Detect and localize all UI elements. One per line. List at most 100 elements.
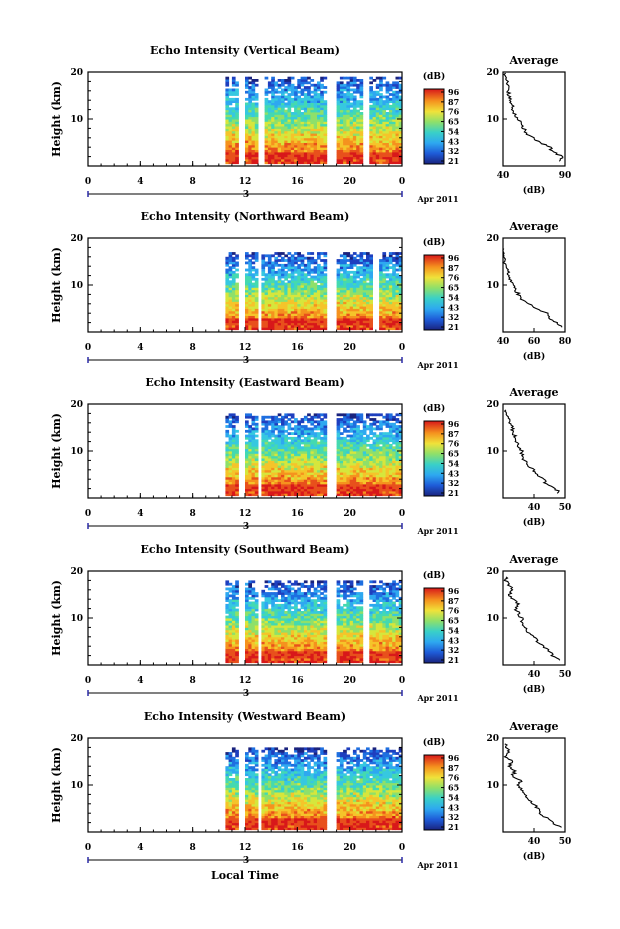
heatmap-cell bbox=[264, 481, 269, 485]
heatmap-cell bbox=[313, 420, 318, 424]
heatmap-cell bbox=[369, 149, 373, 153]
heatmap-cell bbox=[362, 455, 367, 459]
heatmap-cell bbox=[290, 448, 295, 452]
heatmap-cell bbox=[267, 476, 272, 480]
heatmap-cell bbox=[228, 310, 233, 314]
heatmap-cell bbox=[303, 76, 308, 80]
average-y-tick-label: 20 bbox=[486, 400, 499, 410]
heatmap-cell bbox=[235, 646, 239, 649]
heatmap-cell bbox=[339, 458, 344, 461]
heatmap-cell bbox=[398, 458, 403, 461]
heatmap-cell bbox=[228, 629, 233, 633]
heatmap-cell bbox=[228, 322, 233, 326]
heatmap-cell bbox=[392, 81, 396, 85]
heatmap-cell bbox=[225, 140, 230, 143]
heatmap-cell bbox=[277, 465, 282, 468]
heatmap-cell bbox=[284, 446, 288, 450]
heatmap-cell bbox=[385, 147, 390, 150]
heatmap-cell bbox=[369, 109, 373, 113]
heatmap-cell bbox=[310, 294, 315, 298]
heatmap-cell bbox=[323, 308, 328, 312]
heatmap-cell bbox=[310, 486, 315, 490]
heatmap-cell bbox=[277, 432, 282, 435]
heatmap-cell bbox=[372, 123, 377, 127]
heatmap-cell bbox=[307, 458, 311, 461]
heatmap-cell bbox=[366, 465, 370, 468]
heatmap-cell bbox=[254, 465, 259, 468]
heatmap-cell bbox=[317, 490, 321, 494]
heatmap-cell bbox=[359, 432, 364, 435]
heatmap-cell bbox=[300, 493, 305, 497]
heatmap-cell bbox=[248, 133, 252, 136]
heatmap-cell bbox=[313, 116, 318, 120]
heatmap-cell bbox=[261, 446, 266, 450]
heatmap-cell bbox=[271, 149, 275, 153]
heatmap-cell bbox=[245, 467, 249, 471]
heatmap-cell bbox=[300, 126, 305, 129]
heatmap-cell bbox=[284, 114, 288, 118]
heatmap-cell bbox=[245, 490, 249, 494]
heatmap-cell bbox=[228, 116, 233, 120]
heatmap-cell bbox=[251, 119, 256, 122]
heatmap-cell bbox=[245, 322, 249, 326]
heatmap-cell bbox=[261, 306, 266, 309]
heatmap-cell bbox=[225, 465, 230, 468]
heatmap-cell bbox=[245, 107, 249, 111]
heatmap-cell bbox=[385, 126, 390, 129]
heatmap-cell bbox=[277, 441, 282, 445]
heatmap-cell bbox=[375, 460, 380, 464]
heatmap-cell bbox=[294, 266, 298, 269]
heatmap-cell bbox=[317, 256, 321, 260]
heatmap-cell bbox=[300, 140, 305, 143]
heatmap-cell bbox=[303, 313, 308, 316]
heatmap-cell bbox=[392, 263, 396, 267]
heatmap-cell bbox=[261, 443, 266, 447]
heatmap-cell bbox=[317, 137, 321, 141]
heatmap-cell bbox=[349, 142, 354, 146]
heatmap-cell bbox=[231, 629, 236, 633]
heatmap-cell bbox=[336, 261, 341, 265]
heatmap-cell bbox=[303, 436, 308, 440]
heatmap-cell bbox=[225, 156, 230, 160]
heatmap-cell bbox=[307, 130, 311, 134]
heatmap-cell bbox=[313, 285, 318, 288]
heatmap-cell bbox=[287, 476, 292, 480]
heatmap-cell bbox=[297, 252, 301, 255]
heatmap-cell bbox=[307, 434, 311, 438]
heatmap-cell bbox=[264, 462, 269, 466]
heatmap-cell bbox=[323, 469, 328, 473]
heatmap-cell bbox=[375, 434, 380, 438]
heatmap-cell bbox=[385, 88, 390, 92]
heatmap-cell bbox=[339, 486, 344, 490]
heatmap-cell bbox=[245, 140, 249, 143]
heatmap-cell bbox=[228, 613, 233, 617]
heatmap-cell bbox=[320, 429, 324, 433]
heatmap-cell bbox=[281, 422, 285, 426]
heatmap-cell bbox=[356, 467, 360, 471]
heatmap-cell bbox=[346, 107, 351, 111]
heatmap-cell bbox=[248, 287, 252, 291]
heatmap-cell bbox=[320, 476, 324, 480]
heatmap-cell bbox=[271, 270, 275, 274]
heatmap-cell bbox=[398, 465, 403, 468]
heatmap-cell bbox=[248, 273, 252, 277]
heatmap-cell bbox=[382, 327, 387, 331]
heatmap-cell bbox=[274, 490, 279, 494]
heatmap-cell bbox=[336, 275, 341, 279]
heatmap-cell bbox=[388, 490, 393, 494]
heatmap-cell bbox=[310, 289, 315, 293]
heatmap-cell bbox=[271, 322, 275, 326]
heatmap-cell bbox=[277, 156, 282, 160]
heatmap-cell bbox=[356, 280, 360, 284]
heatmap-cell bbox=[225, 320, 230, 324]
heatmap-cell bbox=[339, 453, 344, 457]
heatmap-cell bbox=[349, 427, 354, 431]
heatmap-cell bbox=[352, 308, 357, 312]
heatmap-cell bbox=[290, 277, 295, 281]
heatmap-cell bbox=[261, 418, 266, 421]
heatmap-cell bbox=[392, 415, 396, 419]
heatmap-cell bbox=[356, 161, 360, 165]
heatmap-cell bbox=[254, 625, 259, 628]
heatmap-cell bbox=[225, 650, 230, 654]
heatmap-cell bbox=[271, 320, 275, 324]
